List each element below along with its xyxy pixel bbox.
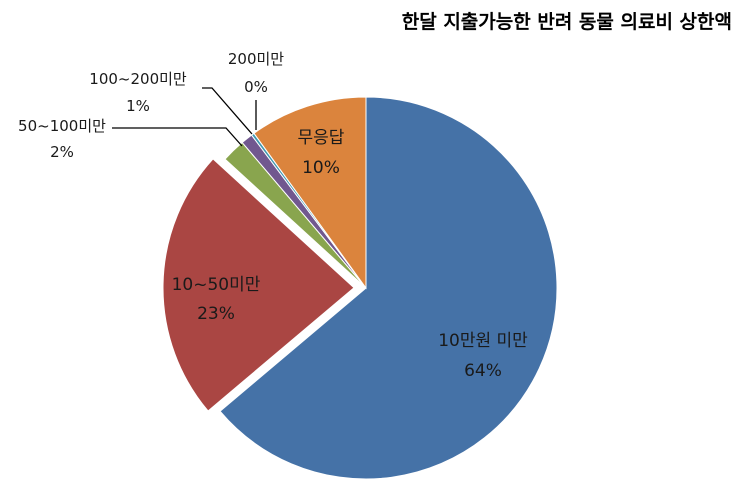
leader-lines — [112, 87, 257, 147]
slice-value-label: 23% — [197, 304, 235, 324]
slice-value-label: 0% — [244, 78, 268, 96]
slice-category-label: 10만원 미만 — [438, 331, 528, 351]
pie-slice — [253, 96, 367, 290]
slice-labels: 10만원 미만 64% 10~50미만 23% 50~100미만 2% 100~200미만 1… — [18, 50, 528, 381]
slice-value-label: 64% — [464, 361, 502, 381]
slice-category-label: 200미만 — [228, 50, 284, 68]
slice-value-label: 1% — [126, 97, 150, 115]
slice-category-label: 100~200미만 — [89, 70, 187, 88]
slice-category-label: 50~100미만 — [18, 117, 106, 135]
slice-category-label: 무응답 — [298, 128, 345, 148]
slice-value-label: 2% — [50, 143, 74, 161]
pie-slice — [162, 158, 355, 412]
pie-slices — [162, 96, 558, 480]
leader-line — [202, 87, 253, 135]
slice-value-label: 10% — [302, 158, 340, 178]
chart-title: 한달 지출가능한 반려 동물 의료비 상한액 — [402, 11, 732, 33]
leader-line — [112, 127, 243, 147]
slice-category-label: 10~50미만 — [172, 275, 261, 295]
pie-slice — [219, 96, 558, 480]
